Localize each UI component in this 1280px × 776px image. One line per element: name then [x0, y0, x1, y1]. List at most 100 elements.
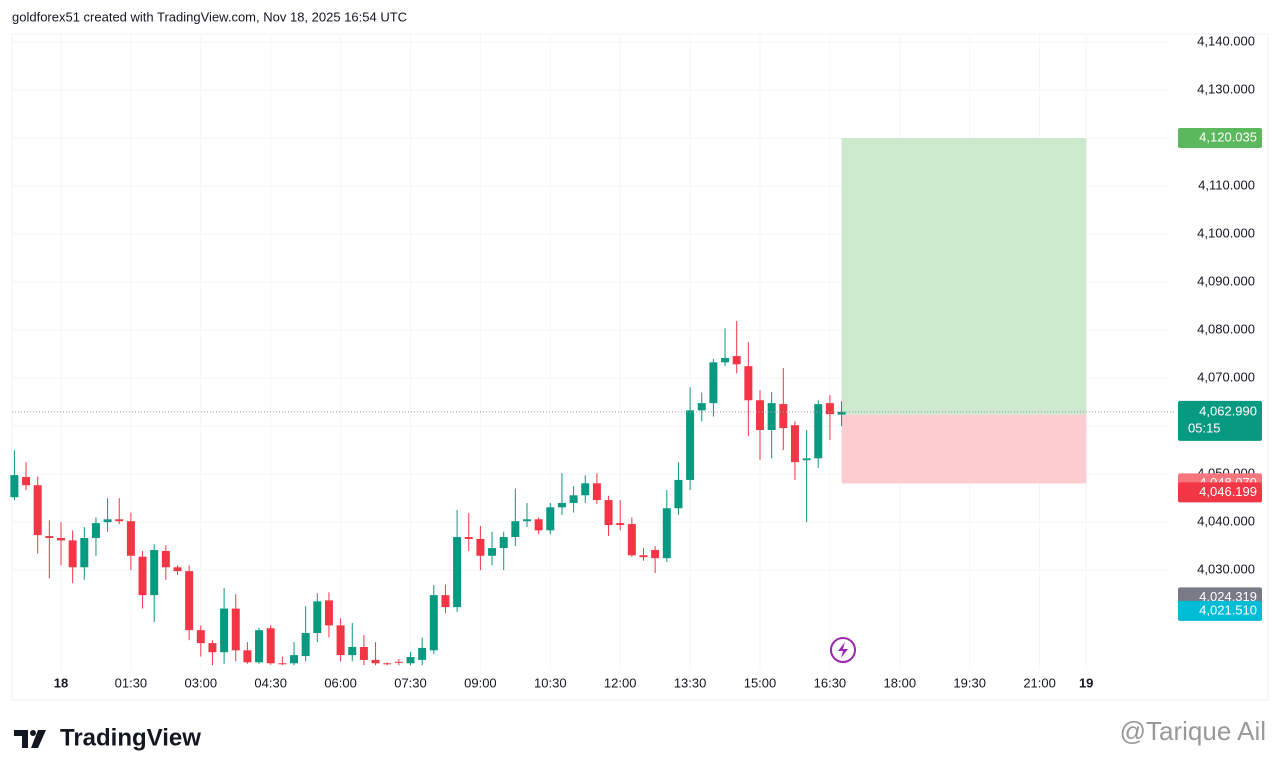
x-tick-label: 15:00: [744, 675, 777, 690]
candle-body: [639, 555, 648, 558]
candle-body: [499, 537, 508, 549]
watermark: @Tarique Ail: [1120, 716, 1266, 746]
frame: [11, 33, 1269, 701]
candle-body: [686, 410, 695, 480]
candle-body: [534, 519, 543, 531]
candle-body: [557, 502, 566, 508]
x-tick-label: 07:30: [394, 675, 427, 690]
price-label-box: [1178, 482, 1262, 503]
y-tick-label: 4,100.000: [1197, 226, 1255, 241]
candle-body: [255, 630, 264, 663]
candle-body: [115, 519, 124, 522]
last-price-box: [1178, 400, 1262, 441]
candle-body: [91, 523, 100, 539]
candle-body: [441, 595, 450, 608]
candle-body: [359, 646, 368, 660]
candle-body: [790, 425, 799, 463]
price-label: 4,046.199: [1199, 484, 1257, 499]
candle-body: [406, 657, 415, 664]
candle-body: [22, 477, 31, 486]
x-tick-label: 16:30: [814, 675, 847, 690]
logo-text: TradingView: [60, 724, 201, 751]
lightning-icon: [830, 637, 856, 663]
x-tick-label: 01:30: [115, 675, 148, 690]
candle-body: [709, 362, 718, 404]
candle-body: [313, 601, 322, 634]
candle-body: [697, 403, 706, 411]
candle-body: [278, 663, 287, 665]
candle-body: [837, 411, 846, 415]
candle-body: [767, 403, 776, 431]
candle-body: [429, 595, 438, 651]
candle-body: [68, 540, 77, 568]
candle-body: [744, 366, 753, 401]
tv-logo: TradingView: [14, 724, 201, 751]
candle-body: [185, 571, 194, 631]
candle-body: [371, 659, 380, 664]
y-tick-label: 4,130.000: [1197, 82, 1255, 97]
candle-body: [814, 404, 823, 459]
stop-zone: [841, 414, 1087, 484]
candle-body: [57, 538, 65, 541]
candle-body: [662, 508, 671, 559]
candle-body: [10, 475, 19, 498]
candle-body: [616, 523, 625, 526]
x-tick-label: 18:00: [884, 675, 917, 690]
price-label: 4,021.510: [1199, 602, 1257, 617]
last-price-label: 4,062.990: [1199, 403, 1257, 418]
candle-body: [348, 646, 357, 656]
candle-body: [138, 556, 147, 596]
candle-body: [126, 521, 135, 556]
candle-body: [604, 500, 613, 526]
candle-body: [651, 550, 660, 559]
y-tick-label: 4,090.000: [1197, 274, 1255, 289]
candle-body: [290, 655, 298, 664]
x-tick-label: 18: [54, 675, 68, 690]
candle-body: [301, 633, 310, 657]
candle-body: [453, 537, 462, 608]
candle-body: [208, 643, 217, 653]
candle-body: [80, 538, 89, 568]
x-tick-label: 10:30: [534, 675, 567, 690]
candle-body: [721, 358, 730, 363]
x-tick-label: 06:00: [324, 675, 357, 690]
candle-body: [476, 538, 485, 556]
candle-body: [732, 356, 741, 365]
x-tick-label: 04:30: [254, 675, 287, 690]
x-tick-label: 19: [1079, 675, 1093, 690]
candle-body: [756, 400, 764, 431]
price-label: 4,120.035: [1199, 129, 1257, 144]
x-tick-label: 09:00: [464, 675, 497, 690]
candle-body: [546, 507, 555, 531]
candle-body: [383, 663, 392, 665]
y-tick-label: 4,070.000: [1197, 370, 1255, 385]
candle-body: [103, 519, 112, 523]
y-tick-label: 4,140.000: [1197, 34, 1255, 49]
candle-body: [488, 548, 497, 556]
candle-body: [627, 524, 636, 556]
candle-body: [45, 536, 54, 539]
candle-body: [220, 608, 229, 653]
candle-body: [779, 404, 788, 429]
x-tick-label: 19:30: [953, 675, 986, 690]
candle-body: [173, 567, 182, 572]
candle-body: [581, 483, 590, 496]
candle-body: [802, 458, 811, 461]
candle-body: [523, 519, 531, 522]
candle-body: [243, 650, 252, 663]
y-tick-label: 4,040.000: [1197, 514, 1255, 529]
header: goldforex51 created with TradingView.com…: [12, 9, 407, 24]
candle-body: [569, 495, 578, 503]
candle-body: [825, 403, 834, 415]
x-tick-label: 12:00: [604, 675, 637, 690]
x-tick-label: 03:00: [185, 675, 218, 690]
x-tick-label: 13:30: [674, 675, 707, 690]
price-label-box: [1178, 600, 1262, 621]
candle-body: [231, 608, 240, 651]
target-zone: [841, 138, 1087, 415]
price-label-box: [1178, 128, 1262, 149]
y-tick-label: 4,030.000: [1197, 562, 1255, 577]
candle-body: [324, 600, 333, 626]
